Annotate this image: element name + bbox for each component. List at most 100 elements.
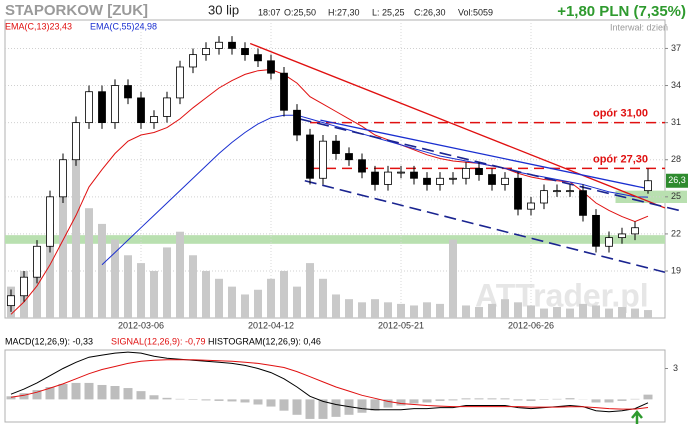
histogram-bar — [644, 395, 653, 400]
volume-bar — [163, 247, 171, 318]
histogram-bar — [332, 399, 341, 416]
volume-bar — [111, 240, 119, 318]
candle-body — [229, 42, 236, 48]
volume-bar — [215, 279, 223, 318]
volume-bar — [644, 310, 652, 318]
candle-body — [502, 178, 509, 184]
candle-body — [372, 172, 379, 184]
legend-entry: MACD(12,26,9): -0,33 — [5, 336, 93, 346]
histogram-bar — [475, 398, 484, 399]
volume-bar — [605, 309, 613, 318]
candle-body — [47, 197, 54, 246]
volume-bar — [319, 279, 327, 318]
candle-body — [632, 228, 639, 234]
volume-bar — [436, 304, 444, 318]
volume-bar — [501, 299, 509, 318]
candle-body — [515, 178, 522, 209]
histogram-bar — [423, 399, 432, 402]
volume-bar — [566, 309, 574, 318]
histogram-bar — [202, 399, 211, 400]
volume-bar — [280, 271, 288, 318]
candle-body — [86, 92, 93, 123]
histogram-bar — [280, 399, 289, 410]
interval: Interwał: dzień — [610, 22, 668, 32]
histogram-bar — [358, 399, 367, 412]
volume-bar — [592, 305, 600, 318]
volume-bar — [540, 309, 548, 318]
resistance-label: opór 31,00 — [593, 108, 648, 120]
legend-entry: EMA(C,13)23,43 — [5, 21, 72, 31]
volume-bar — [124, 255, 132, 318]
histogram-bar — [540, 399, 549, 400]
histogram-bar — [85, 383, 94, 399]
histogram-bar — [267, 399, 276, 406]
histogram-bar — [98, 385, 107, 399]
volume-bar — [137, 263, 145, 318]
histogram-bar — [488, 398, 497, 399]
y-tick-label: 19 — [671, 265, 681, 275]
candle-body — [151, 116, 158, 122]
last-price-label: 26,3 — [668, 175, 686, 185]
candle-body — [606, 238, 613, 247]
volume-bar — [410, 305, 418, 318]
histogram-bar — [449, 399, 458, 400]
histogram-bar — [462, 398, 471, 399]
histogram-bar — [436, 399, 445, 401]
candle-body — [580, 191, 587, 216]
close: C:26,30 — [414, 7, 446, 17]
volume-bar — [332, 294, 340, 318]
candle-body — [255, 55, 262, 61]
x-tick-label: 2012-04-12 — [248, 320, 294, 330]
volume-bar — [371, 299, 379, 318]
candle-body — [125, 86, 132, 98]
histogram-bar — [241, 399, 250, 402]
candle-body — [385, 172, 392, 184]
candle-body — [489, 175, 496, 185]
candle-body — [34, 246, 41, 277]
legend-entry: HISTOGRAM(12,26,9): 0,46 — [208, 336, 321, 346]
candle-body — [21, 277, 28, 296]
legend-entry: EMA(C,55)24,98 — [90, 21, 157, 31]
histogram-bar — [306, 399, 315, 419]
volume-bar — [228, 287, 236, 318]
candle-body — [528, 203, 535, 209]
candle-body — [645, 181, 652, 191]
candle-body — [320, 141, 327, 178]
candle-body — [281, 73, 288, 110]
histogram-bar — [72, 383, 81, 399]
y-tick-label: 31 — [671, 117, 681, 127]
volume-bar — [98, 224, 106, 318]
high: H:27,30 — [328, 7, 360, 17]
histogram-bar — [293, 399, 302, 414]
candle-body — [359, 160, 366, 172]
histogram-bar — [592, 399, 601, 402]
candle-body — [242, 48, 249, 54]
volume: Vol:5059 — [458, 7, 493, 17]
histogram-bar — [514, 399, 523, 400]
x-tick-label: 2012-05-21 — [378, 320, 424, 330]
volume-bar — [527, 305, 535, 318]
volume-bar — [189, 255, 197, 318]
histogram-bar — [111, 386, 120, 399]
volume-bar — [267, 279, 275, 318]
y-tick-label: 22 — [671, 228, 681, 238]
volume-bar — [254, 290, 262, 318]
candle-body — [554, 191, 561, 192]
volume-bar — [514, 302, 522, 318]
histogram-bar — [397, 399, 406, 405]
volume-bar — [462, 305, 470, 318]
candle-body — [73, 123, 80, 160]
change: +1,80 PLN (7,35%) — [557, 3, 686, 20]
volume-bar — [72, 153, 80, 318]
histogram-bar — [163, 398, 172, 400]
legend-entry: SIGNAL(12,26,9): -0,79 — [111, 336, 206, 346]
candle-body — [593, 215, 600, 246]
volume-bar — [579, 304, 587, 318]
candle-body — [567, 191, 574, 192]
volume-bar — [150, 271, 158, 318]
volume-bar — [293, 287, 301, 318]
candle-body — [60, 160, 67, 197]
histogram-bar — [254, 399, 263, 404]
histogram-bar — [137, 391, 146, 399]
